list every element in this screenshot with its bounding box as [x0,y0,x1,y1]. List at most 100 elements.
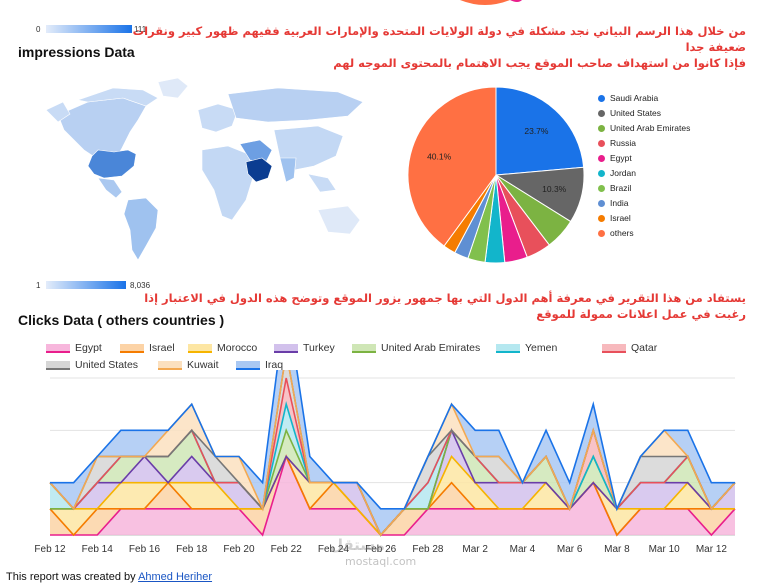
legend-swatch [46,343,70,353]
pie-slice-label: 40.1% [427,151,452,161]
pie-slice[interactable] [407,86,497,247]
clicks-legend-label: Iraq [265,359,284,371]
pie-legend-item[interactable]: Israel [598,213,718,224]
clicks-legend-item[interactable]: Turkey [274,342,335,354]
legend-swatch [274,343,298,353]
clicks-legend-item[interactable]: Morocco [188,342,257,354]
credit-prefix: This report was created by [6,571,139,583]
insight-note-line-1: يستفاد من هذا التقرير في معرفة أهم الدول… [144,291,746,305]
area-series[interactable] [50,299,735,535]
area-series-line [50,299,735,512]
insight-note-line-2: رغبت في عمل اعلانات ممولة للموقع [536,307,746,321]
watermark-logo: مستقل [330,536,385,554]
legend-swatch [188,343,212,353]
clicks-legend-item[interactable]: United States [46,359,138,371]
author-link[interactable]: Ahmed Heriher [138,571,213,583]
pie-legend-item[interactable]: others [598,228,718,239]
impressions-scale-bar [46,281,126,289]
map-saudi-arabia [245,157,273,183]
pie-legend-item[interactable]: Egypt [598,153,718,164]
clicks-legend-label: Yemen [525,342,558,354]
clicks-legend-label: Kuwait [187,359,219,371]
pie-slice[interactable] [495,86,585,176]
legend-color-dot [598,170,605,177]
top-scale-max: 111 [134,25,147,34]
clicks-legend-item[interactable]: Egypt [46,342,102,354]
x-tick-label: Feb 16 [129,544,161,555]
impressions-pie-chart: 23.7% 10.3% 40.1% [400,80,600,270]
clicks-legend-item[interactable]: United Arab Emirates [352,342,480,354]
legend-color-dot [598,110,605,117]
map-europe [197,103,239,133]
clicks-legend-item[interactable]: Qatar [602,342,657,354]
pie-slice-label: 10.3% [542,184,567,194]
clicks-title: Clicks Data ( others countries ) [18,312,225,328]
pie-legend-label: United States [610,108,662,118]
map-africa [201,145,255,221]
pie-legend-label: Brazil [610,183,632,193]
legend-swatch [120,343,144,353]
map-india [279,157,297,183]
map-se-asia [307,173,337,193]
x-tick-label: Feb 24 [318,544,350,555]
clicks-legend-label: Egypt [75,342,102,354]
x-tick-label: Mar 8 [604,544,630,555]
pie-legend-item[interactable]: Jordan [598,168,718,179]
report-credit: This report was created by Ahmed Heriher [6,571,212,583]
insight-note-line-2: فإذا كانوا من استهداف صاحب الموقع يجب ال… [333,56,746,70]
map-usa [87,149,137,179]
map-middle-east [239,139,273,163]
pie-legend-label: United Arab Emirates [610,123,691,133]
clicks-legend-label: United States [75,359,139,371]
legend-swatch [46,360,70,370]
pie-legend-label: Jordan [610,168,636,178]
legend-swatch [496,343,520,353]
area-series[interactable] [50,378,735,535]
x-tick-label: Mar 12 [696,544,728,555]
map-south-america [123,197,159,261]
area-series[interactable] [50,430,735,535]
clicks-legend-label: United Arab Emirates [381,342,481,354]
pie-legend-item[interactable]: Brazil [598,183,718,194]
x-tick-label: Feb 14 [82,544,114,555]
x-tick-label: Feb 22 [271,544,303,555]
legend-color-dot [598,200,605,207]
x-tick-label: Feb 18 [176,544,208,555]
clicks-legend-item[interactable]: Israel [120,342,175,354]
pie-slice-label: 23.7% [524,126,549,136]
pie-legend-item[interactable]: Russia [598,138,718,149]
clicks-area-chart: Feb 12 Feb 14 Feb 16 Feb 18 Feb 20 Feb 22 Feb … [0,299,758,560]
insight-note-line-1: من خلال هذا الرسم البياني نجد مشكلة في د… [132,24,746,54]
insight-note-impressions: من خلال هذا الرسم البياني نجد مشكلة في د… [126,23,746,71]
clicks-legend-label: Turkey [303,342,335,354]
area-series[interactable] [50,456,735,536]
pie-legend-item[interactable]: India [598,198,718,209]
x-tick-label: Mar 6 [557,544,583,555]
pie-legend-item[interactable]: United Arab Emirates [598,123,718,134]
legend-swatch [352,343,376,353]
x-tick-label: Feb 20 [223,544,255,555]
pie-legend-label: Israel [610,213,631,223]
clicks-legend-item[interactable]: Yemen [496,342,557,354]
pie-legend-label: Russia [610,138,636,148]
legend-color-dot [598,125,605,132]
x-tick-label: Feb 12 [34,544,66,555]
x-tick-label: Mar 4 [510,544,536,555]
area-series[interactable] [50,456,735,536]
pie-legend-item[interactable]: Saudi Arabia [598,93,718,104]
insight-note-clicks: يستفاد من هذا التقرير في معرفة أهم الدول… [106,290,746,322]
legend-color-dot [598,185,605,192]
pie-legend-label: Saudi Arabia [610,93,659,103]
map-russia [227,87,364,123]
impressions-title: impressions Data [18,44,135,60]
clicks-legend-item[interactable]: Iraq [236,359,283,371]
legend-color-dot [598,140,605,147]
clicks-legend-item[interactable]: Kuwait [158,359,219,371]
legend-color-dot [598,215,605,222]
pie-legend-label: others [610,228,634,238]
clicks-legend-label: Morocco [217,342,258,354]
legend-swatch [158,360,182,370]
map-mexico [97,177,123,199]
pie-legend-item[interactable]: United States [598,108,718,119]
impressions-world-map [18,70,378,270]
